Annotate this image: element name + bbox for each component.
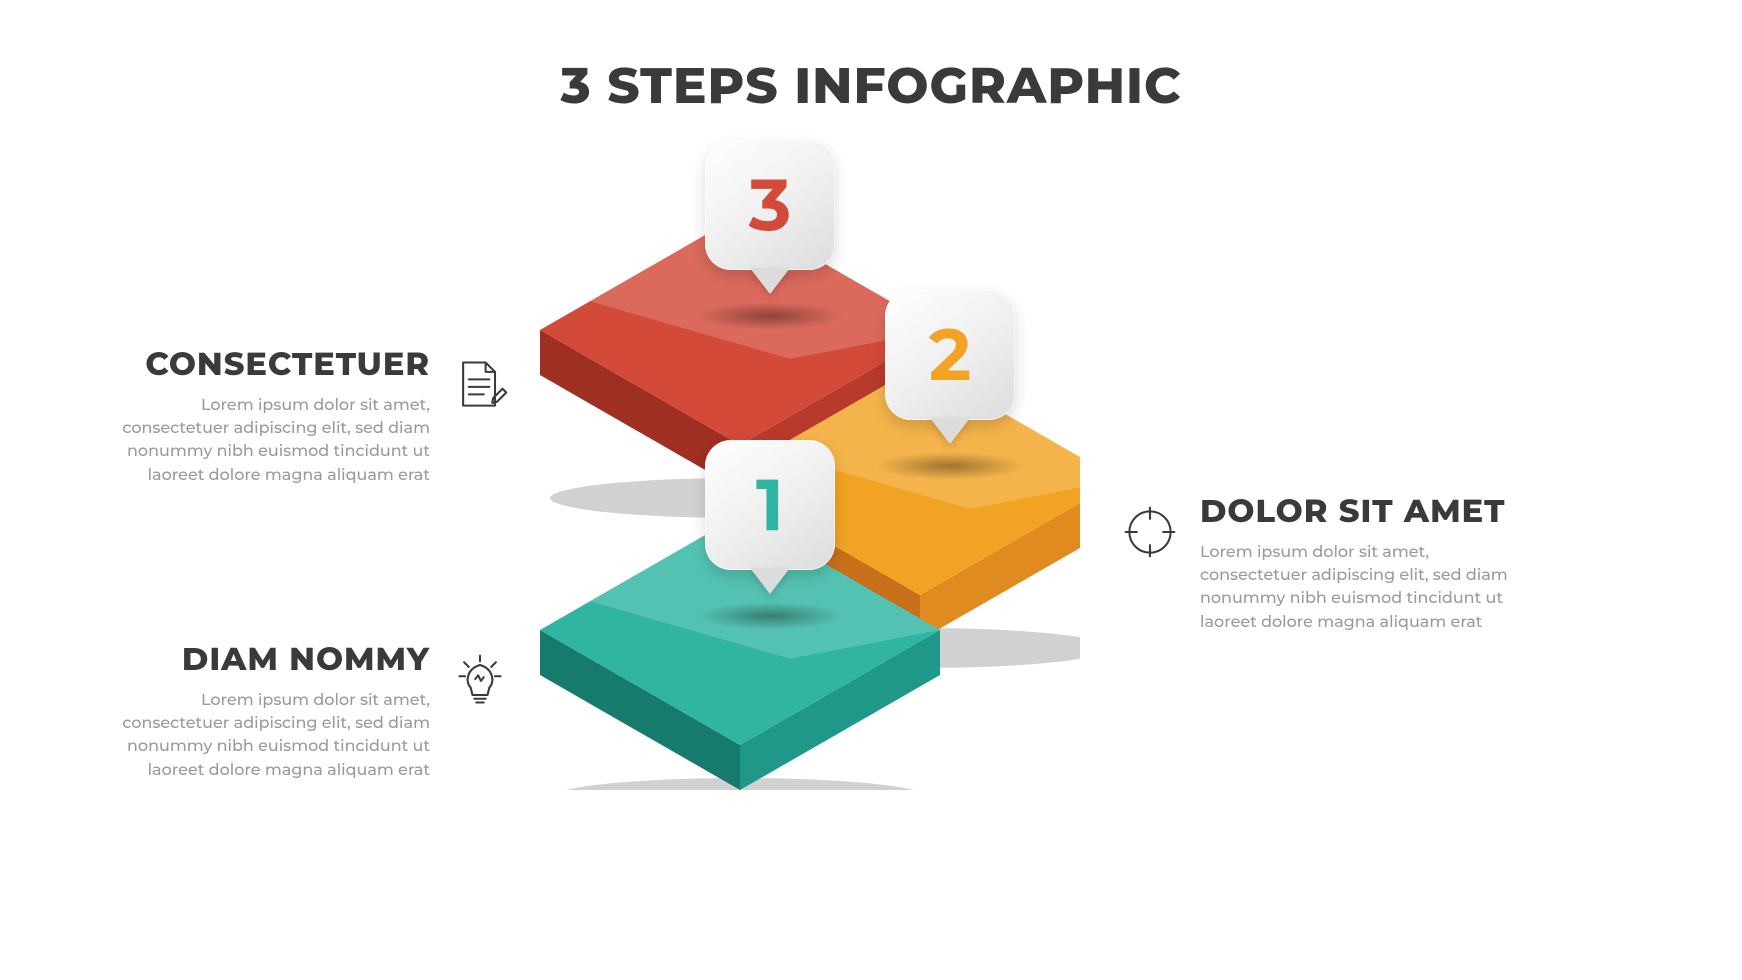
marker-number: 2 [929, 311, 971, 399]
callout-head: DIAM NOMMY [70, 640, 430, 679]
marker-shadow [875, 452, 1025, 480]
callout-body: Lorem ipsum dolor sit amet, consectetuer… [90, 394, 430, 487]
callout-head: DOLOR SIT AMET [1200, 492, 1600, 531]
callout-body: Lorem ipsum dolor sit amet, consectetuer… [1200, 541, 1540, 634]
page-title: 3 STEPS INFOGRAPHIC [0, 55, 1742, 116]
marker-number: 1 [756, 461, 784, 549]
marker-1: 1 [705, 440, 835, 570]
infographic-stage: 3 STEPS INFOGRAPHIC 3 2 1 CONSECTETUER Lore… [0, 0, 1742, 980]
marker-number: 3 [749, 161, 792, 249]
callout-1: DIAM NOMMY Lorem ipsum dolor sit amet, co… [70, 640, 430, 782]
callout-body: Lorem ipsum dolor sit amet, consectetuer… [90, 689, 430, 782]
callout-3: CONSECTETUER Lorem ipsum dolor sit amet, … [70, 345, 430, 487]
marker-shadow [695, 302, 845, 330]
marker-shadow [695, 602, 845, 630]
marker-2: 2 [885, 290, 1015, 420]
marker-3: 3 [705, 140, 835, 270]
crosshair-icon [1120, 502, 1180, 562]
document-pencil-icon [450, 355, 510, 415]
callout-2: DOLOR SIT AMET Lorem ipsum dolor sit amet… [1200, 492, 1600, 634]
callout-head: CONSECTETUER [70, 345, 430, 384]
lightbulb-icon [450, 650, 510, 710]
